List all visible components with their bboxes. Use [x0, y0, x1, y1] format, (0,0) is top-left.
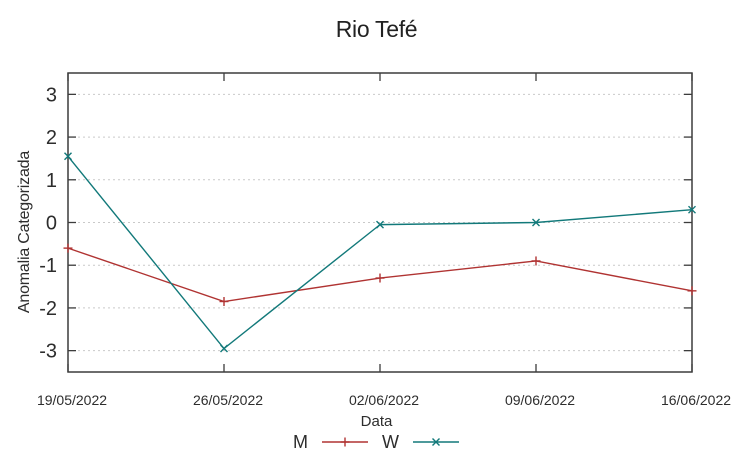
- y-tick-label: -2: [39, 298, 57, 320]
- y-tick-label: -3: [39, 341, 57, 363]
- legend-label-M: M: [293, 432, 308, 452]
- chart-title: Rio Tefé: [335, 16, 418, 42]
- series-W-point: [64, 152, 72, 161]
- y-tick-label: 3: [46, 84, 57, 106]
- series-W-line: [67, 155, 693, 350]
- legend-marker-W: [432, 438, 440, 446]
- y-tick-label: 2: [46, 127, 57, 149]
- x-tick-label: 26/05/2022: [193, 392, 263, 408]
- plot-border: [67, 72, 693, 373]
- y-tick-label: 1: [46, 170, 57, 192]
- legend-label-W: W: [382, 432, 399, 452]
- x-axis-label: Data: [360, 413, 393, 430]
- series-W-point: [376, 220, 384, 229]
- series-W-point: [532, 218, 540, 227]
- series-W-point: [688, 205, 696, 214]
- legend-sample-W: [413, 438, 459, 446]
- legend-sample-M: [322, 437, 368, 447]
- x-tick-label: 16/06/2022: [661, 392, 731, 408]
- x-tick-label: 02/06/2022: [349, 392, 419, 408]
- y-tick-label: 0: [46, 213, 57, 235]
- x-tick-label: 19/05/2022: [37, 392, 107, 408]
- series-W-point: [220, 344, 228, 353]
- x-tick-label: 09/06/2022: [505, 392, 575, 408]
- y-tick-label: -1: [39, 255, 57, 277]
